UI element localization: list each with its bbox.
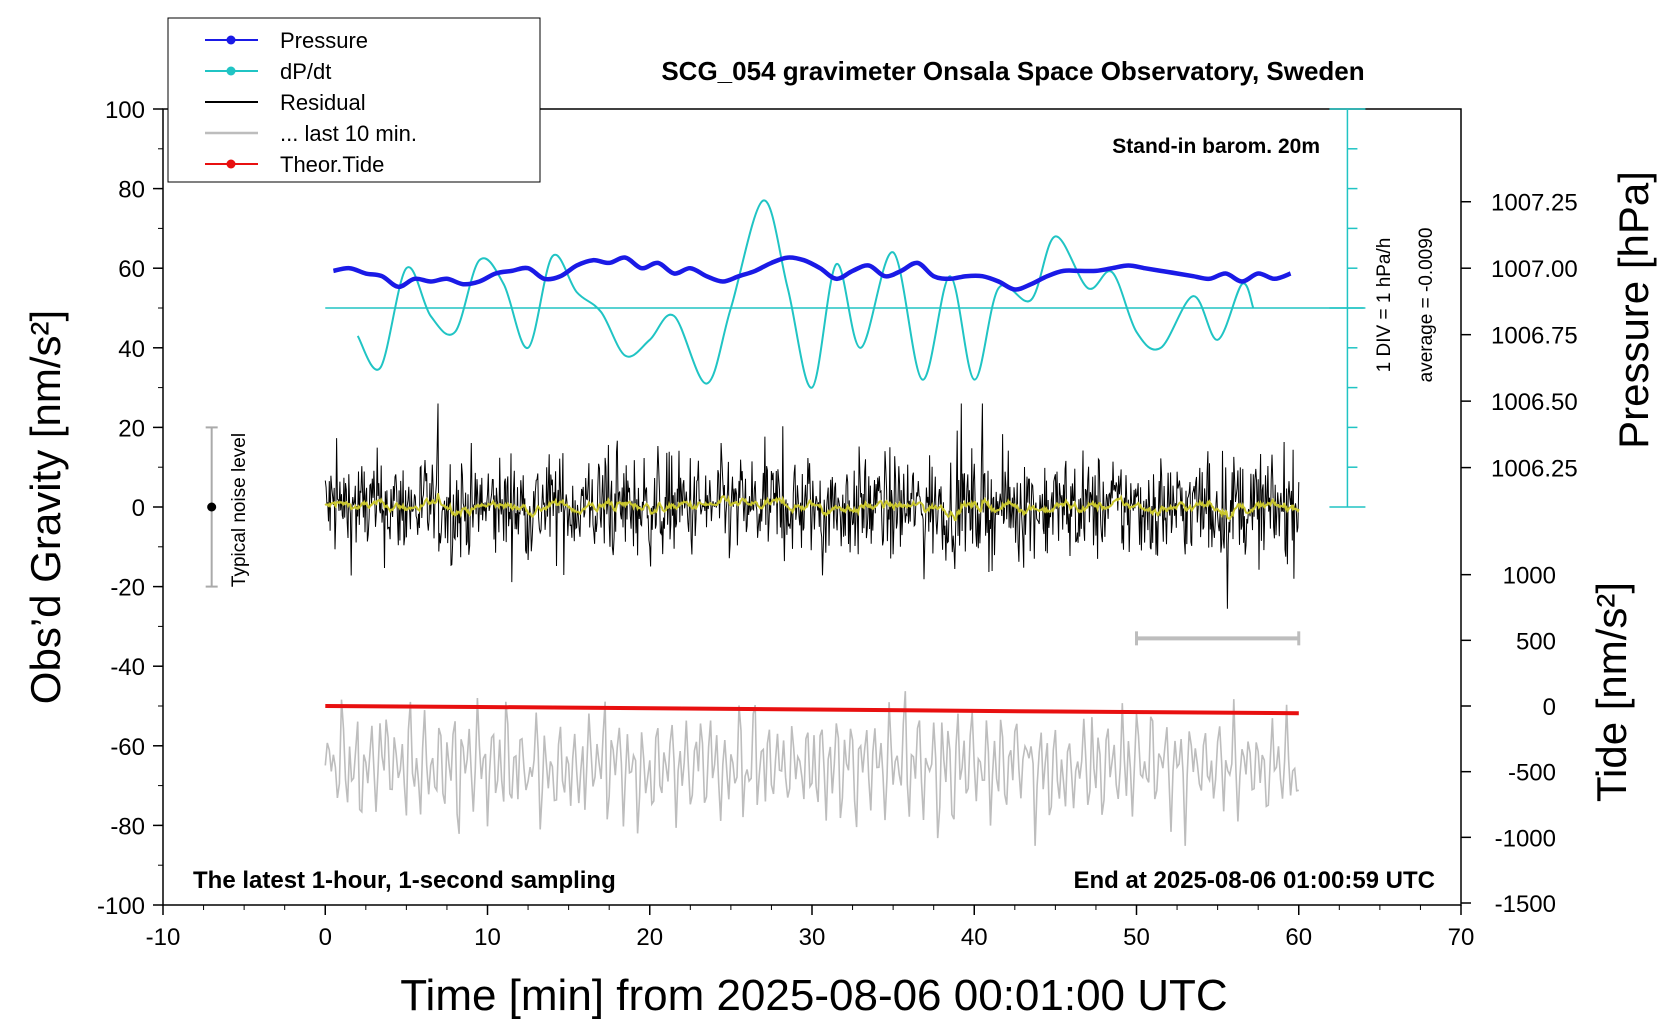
y-tick-label: -60 <box>110 734 145 761</box>
pressure-tick-label: 1007.25 <box>1491 190 1578 217</box>
pressure-tick-label: 1007.00 <box>1491 256 1578 283</box>
dpdt-series <box>356 199 1255 389</box>
x-tick-label: 60 <box>1285 924 1312 951</box>
pressure-line <box>332 255 1292 292</box>
legend-marker <box>226 66 236 76</box>
tide-axis-ticks: -1500 -1000 -500 0 500 1000 <box>1461 563 1556 918</box>
y-tick-label: 60 <box>118 256 145 283</box>
chart-title: SCG_054 gravimeter Onsala Space Observat… <box>661 56 1364 86</box>
noise-bar-center-dot <box>207 502 217 512</box>
legend-entry-label: dP/dt <box>280 59 331 84</box>
legend-box <box>167 17 541 183</box>
tide-tick-label: -500 <box>1508 760 1556 787</box>
footer-left: The latest 1-hour, 1-second sampling <box>193 867 616 894</box>
x-tick-label: -10 <box>146 924 181 951</box>
noise-level-label: Typical noise level <box>229 433 250 587</box>
tide-tick-label: 0 <box>1543 694 1556 721</box>
div-scale-label: 1 DIV = 1 hPa/h <box>1374 238 1395 373</box>
y-axis-label-left: Obs’d Gravity [nm/s²] <box>22 310 69 704</box>
tide-tick-label: 1000 <box>1503 563 1556 590</box>
last-10-min-line <box>324 691 1299 846</box>
pressure-tick-label: 1006.75 <box>1491 323 1578 350</box>
tide-tick-label: 500 <box>1516 628 1556 655</box>
x-axis-label: Time [min] from 2025-08-06 00:01:00 UTC <box>400 971 1227 1020</box>
x-tick-label: 40 <box>961 924 988 951</box>
y-axis-label-pressure: Pressure [hPa] <box>1610 171 1657 449</box>
legend-marker <box>226 35 236 45</box>
footer-right: End at 2025-08-06 01:00:59 UTC <box>1074 867 1436 894</box>
legend-entry-label: ... last 10 min. <box>280 121 417 146</box>
tide-line <box>325 704 1299 716</box>
tide-series <box>325 704 1299 716</box>
y-tick-label: 100 <box>105 97 145 124</box>
noise-level-bar <box>205 426 218 588</box>
legend-entry-label: Pressure <box>280 28 368 53</box>
x-tick-label: 0 <box>319 924 332 951</box>
y-tick-label: -40 <box>110 654 145 681</box>
legend-entry-label: Theor.Tide <box>280 152 384 177</box>
x-tick-label: 10 <box>474 924 501 951</box>
x-tick-label: 20 <box>636 924 663 951</box>
last-10-min-series <box>324 631 1301 846</box>
pressure-tick-label: 1006.25 <box>1491 456 1578 483</box>
x-tick-label: 70 <box>1448 924 1475 951</box>
pressure-series <box>332 255 1292 292</box>
residual-line <box>324 403 1300 609</box>
y-axis-label-tide: Tide [nm/s²] <box>1588 582 1635 802</box>
residual-smooth-line <box>324 493 1300 522</box>
tide-tick-label: -1500 <box>1495 891 1556 918</box>
y-tick-label: 80 <box>118 177 145 204</box>
pressure-tick-label: 1006.50 <box>1491 389 1578 416</box>
y-tick-label: 0 <box>132 495 145 522</box>
x-tick-label: 50 <box>1123 924 1150 951</box>
y-axis-ticks-left: -100 -80 -60 -40 -20 0 20 40 60 80 100 <box>97 97 163 920</box>
legend-entry-label: Residual <box>280 90 366 115</box>
dpdt-line <box>356 199 1255 389</box>
y-tick-label: -80 <box>110 813 145 840</box>
y-tick-label: 20 <box>118 415 145 442</box>
dpdt-scale-ruler <box>325 108 1366 508</box>
residual-series <box>324 403 1300 609</box>
legend-marker <box>226 159 236 169</box>
x-tick-label: 30 <box>799 924 826 951</box>
y-tick-label: -20 <box>110 575 145 602</box>
x-axis-ticks: -10 0 10 20 30 40 50 60 70 <box>146 905 1475 951</box>
barometer-note: Stand-in barom. 20m <box>1112 135 1320 158</box>
legend: Pressure dP/dt Residual ... last 10 min. The… <box>167 17 541 183</box>
pressure-axis-ticks: 1006.25 1006.50 1006.75 1007.00 1007.25 <box>1461 190 1578 483</box>
tide-tick-label: -1000 <box>1495 825 1556 852</box>
average-label: average = -0.0090 <box>1416 228 1437 383</box>
y-tick-label: -100 <box>97 893 145 920</box>
y-tick-label: 40 <box>118 336 145 363</box>
